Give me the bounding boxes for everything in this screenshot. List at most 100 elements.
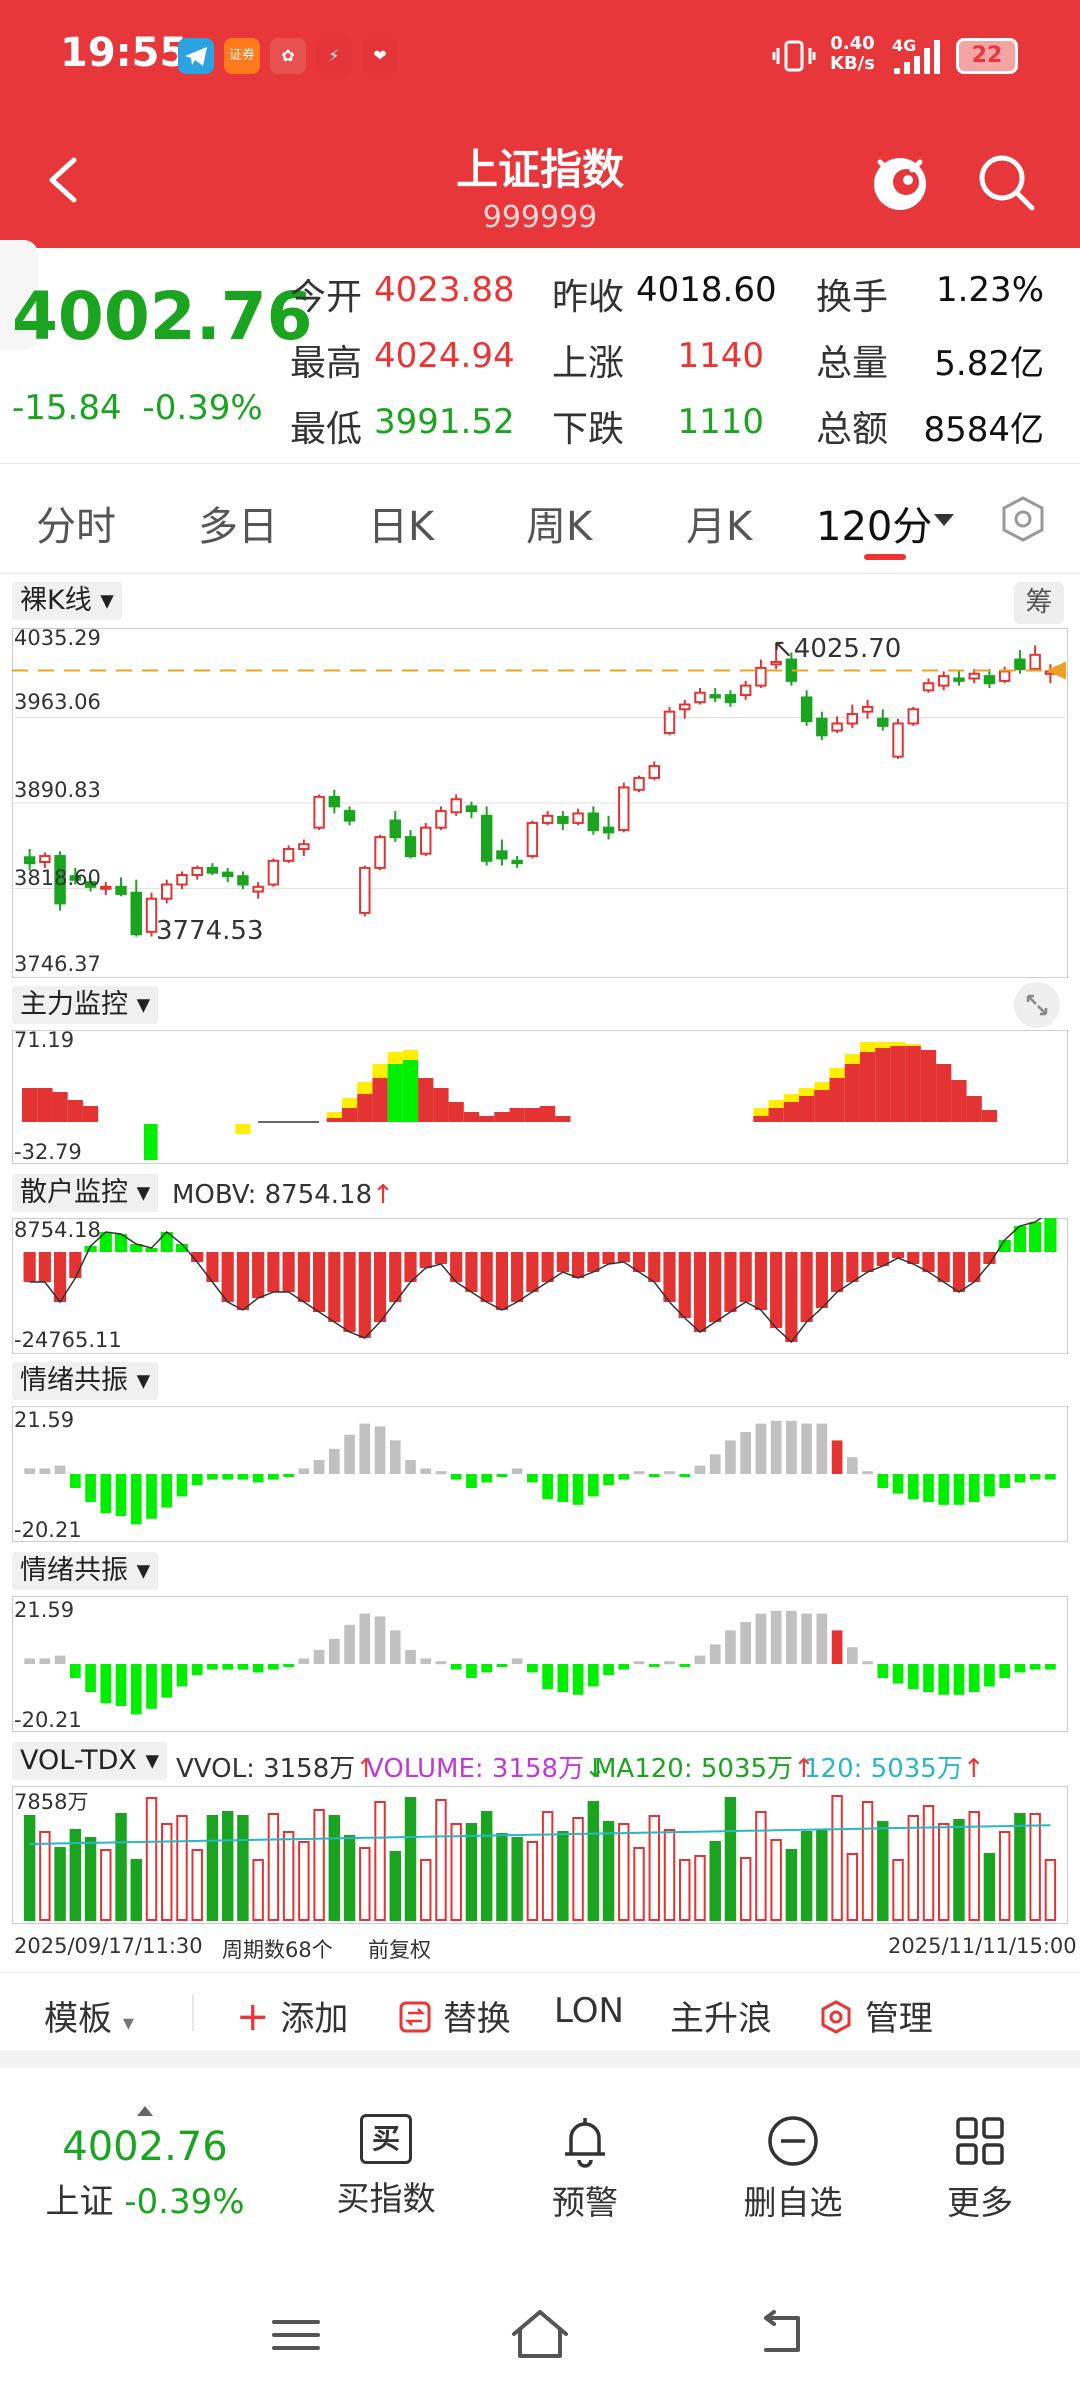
hexagon-settings-icon [1002, 496, 1044, 542]
chart-frame [12, 1786, 1068, 1924]
news-tab-strip-peek [0, 2068, 1080, 2100]
add-button[interactable]: + 添加 [236, 1991, 348, 2040]
volume-bar [115, 1813, 127, 1921]
retail-bar [617, 1252, 630, 1262]
candle-body [587, 812, 600, 832]
volume-bar [39, 1831, 51, 1921]
retail-bar [114, 1234, 128, 1252]
mobv-legend: MOBV: 8754.18↑ [172, 1180, 394, 1210]
retail-bar [846, 1252, 859, 1282]
mascot-button[interactable] [864, 144, 936, 216]
main-yellow-bar [357, 1082, 373, 1094]
sentiment-bar [466, 1664, 477, 1678]
volume-bar [374, 1801, 386, 1921]
candle-body [755, 666, 767, 687]
kline-indicator-label[interactable]: 裸K线 ▾ [12, 582, 122, 620]
buy-label: 买指数 [336, 2179, 436, 2218]
volume-bar [328, 1815, 341, 1921]
mini-price: 4002.76 [62, 2124, 228, 2170]
chip-button[interactable]: 筹 [1014, 582, 1064, 624]
main-bar [524, 1108, 540, 1122]
candle-body [480, 814, 493, 862]
replace-button[interactable]: 替换 [398, 1991, 511, 2040]
settings-button[interactable] [998, 494, 1048, 544]
net-speed-unit: KB/s [830, 53, 875, 74]
main-monitor-chart[interactable] [12, 1030, 1068, 1164]
main-wave-button[interactable]: 主升浪 [670, 1991, 772, 2040]
back-nav-button[interactable] [752, 2308, 812, 2364]
volume-bar [404, 1797, 417, 1921]
sentiment1-label[interactable]: 情绪共振 ▾ [12, 1362, 159, 1400]
kline-chart[interactable] [12, 628, 1068, 978]
tab-2[interactable]: 日K [368, 504, 435, 550]
alert-button[interactable]: 预警 [520, 2114, 650, 2234]
retail-bar [983, 1252, 996, 1264]
sentiment-bar [268, 1664, 279, 1670]
sentiment2-label[interactable]: 情绪共振 ▾ [12, 1552, 159, 1590]
sentiment-bar [450, 1474, 462, 1480]
manage-button[interactable]: 管理 [818, 1991, 933, 2040]
retail-monitor-label[interactable]: 散户监控 ▾ [12, 1174, 159, 1212]
main-bar [448, 1102, 464, 1122]
add-label: 添加 [280, 1999, 349, 2039]
alert-label: 预警 [552, 2183, 618, 2222]
volume-bar [176, 1815, 188, 1921]
tab-4[interactable]: 月K [686, 504, 753, 550]
retail-bar [754, 1252, 768, 1310]
volume-bar [572, 1817, 584, 1921]
main-monitor-label[interactable]: 主力监控 ▾ [12, 986, 159, 1024]
candle-body [161, 883, 173, 900]
net-speed-value: 0.40 [830, 33, 875, 54]
sentiment-bar [39, 1468, 51, 1474]
current-price-marker [1046, 661, 1066, 680]
sentiment-bar [481, 1664, 493, 1673]
sentiment1-min: -20.21 [14, 1518, 82, 1542]
more-button[interactable]: 更多 [920, 2114, 1040, 2234]
sentiment-bar [557, 1664, 569, 1692]
quote-mini[interactable]: 4002.76 上证 -0.39% [30, 2100, 260, 2240]
quote-value: 4018.60 [636, 270, 777, 310]
volume-bar [938, 1823, 950, 1921]
candle-body [572, 812, 584, 824]
volume-label[interactable]: VOL-TDX ▾ [12, 1742, 167, 1780]
retail-monitor-chart[interactable] [12, 1218, 1068, 1354]
volume-bar [389, 1851, 401, 1921]
buy-index-button[interactable]: 买 买指数 [316, 2114, 456, 2234]
sentiment-bar [252, 1664, 264, 1673]
sentiment-bar [481, 1474, 493, 1483]
menu-nav-button[interactable] [268, 2310, 324, 2364]
tab-5[interactable]: 120分 [816, 504, 933, 550]
main-neg-bar [143, 1124, 158, 1160]
home-icon [512, 2310, 568, 2358]
sentiment-bar [207, 1664, 218, 1670]
template-button[interactable]: 模板 ▾ [44, 1999, 134, 2039]
lon-button[interactable]: LON [554, 1991, 624, 2031]
retail-bar [236, 1252, 250, 1310]
main-min: -32.79 [14, 1140, 82, 1164]
volume-chart[interactable] [12, 1786, 1068, 1924]
expand-button[interactable] [1014, 982, 1060, 1028]
tab-0[interactable]: 分时 [36, 504, 116, 550]
search-button[interactable] [972, 148, 1040, 216]
sentiment-bar [207, 1474, 218, 1480]
sentiment1-chart[interactable] [12, 1406, 1068, 1542]
retail-bar [130, 1244, 143, 1252]
sentiment-bar [831, 1630, 843, 1664]
tab-1[interactable]: 多日 [198, 504, 278, 550]
back-button[interactable] [36, 150, 96, 210]
remove-watchlist-button[interactable]: 删自选 [718, 2114, 868, 2234]
retail-bar [937, 1252, 950, 1282]
home-nav-button[interactable] [508, 2306, 572, 2366]
sentiment-bar [770, 1420, 782, 1474]
sentiment2-chart[interactable] [12, 1596, 1068, 1732]
main-bar [418, 1078, 434, 1122]
volume-bar [724, 1797, 737, 1921]
sentiment-bar [786, 1420, 797, 1474]
main-bar [387, 1064, 403, 1122]
volume-bar [69, 1829, 82, 1921]
sentiment-bar [618, 1664, 630, 1670]
candle-body [343, 810, 356, 822]
tab-3[interactable]: 周K [526, 504, 593, 550]
header: 上证指数 999999 [0, 112, 1080, 248]
side-handle[interactable] [0, 240, 38, 350]
